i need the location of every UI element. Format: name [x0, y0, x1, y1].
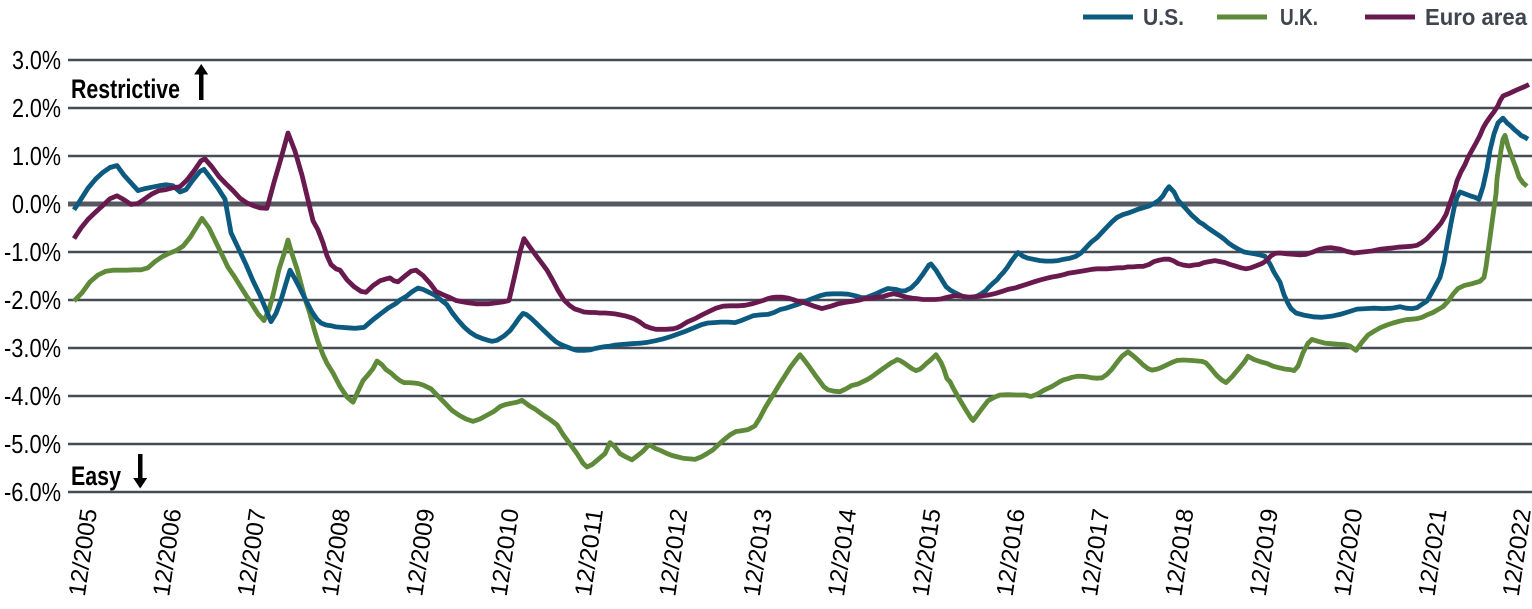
svg-text:U.S.: U.S. — [1143, 4, 1184, 30]
svg-text:0.0%: 0.0% — [12, 189, 61, 219]
svg-text:U.K.: U.K. — [1280, 4, 1318, 30]
svg-text:-3.0%: -3.0% — [4, 333, 61, 363]
svg-text:Easy: Easy — [71, 461, 121, 491]
svg-text:2.0%: 2.0% — [12, 93, 61, 123]
svg-text:3.0%: 3.0% — [12, 45, 61, 75]
svg-text:Restrictive: Restrictive — [71, 74, 180, 104]
svg-text:-1.0%: -1.0% — [4, 237, 61, 267]
svg-text:-6.0%: -6.0% — [4, 477, 61, 507]
svg-text:-2.0%: -2.0% — [4, 285, 61, 315]
svg-text:Euro area: Euro area — [1425, 4, 1527, 30]
svg-text:1.0%: 1.0% — [12, 141, 61, 171]
svg-text:-4.0%: -4.0% — [4, 381, 61, 411]
svg-text:-5.0%: -5.0% — [4, 429, 61, 459]
